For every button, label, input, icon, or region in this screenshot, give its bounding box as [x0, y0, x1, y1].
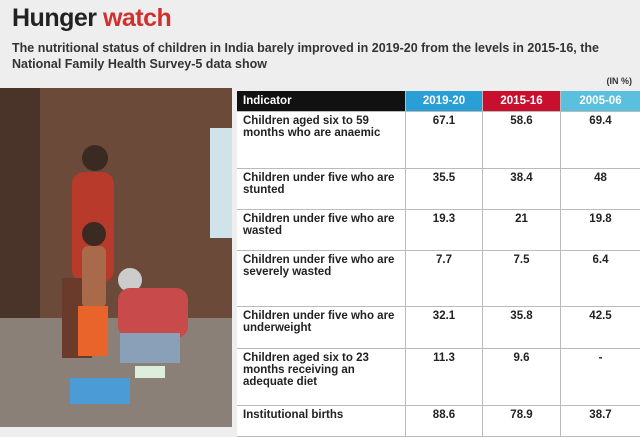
indicator-cell: Children aged six to 23 months receiving… [243, 352, 369, 388]
table-row: Children aged six to 59 months who are a… [237, 112, 640, 169]
table: Indicator 2019-20 2015-16 2005-06 Children a… [237, 91, 640, 437]
title-part: Hunger [12, 4, 97, 32]
column-header: 2005-06 [560, 91, 640, 111]
title: Hunger watch [12, 4, 172, 33]
indicator-cell: Children under five who are stunted [243, 172, 395, 196]
value-cell: 48 [560, 169, 640, 209]
indicator-cell: Children under five who are severely was… [243, 254, 395, 278]
title-part: watch [102, 4, 172, 32]
indicator-cell: Children aged six to 59 months who are a… [243, 115, 381, 139]
column-header: Indicator [237, 91, 405, 111]
value-cell: 38.7 [560, 406, 640, 436]
value-cell: 7.7 [405, 251, 482, 306]
column-header: 2015-16 [482, 91, 560, 111]
table-row: Children under five who are stunted 35.5 3… [237, 169, 640, 210]
column-header: 2019-20 [405, 91, 482, 111]
indicator-cell: Children under five who are underweight [243, 310, 395, 334]
value-cell: 32.1 [405, 307, 482, 348]
page: Hunger watch The nutritional status of c… [0, 4, 640, 437]
table-row: Children under five who are severely was… [237, 251, 640, 307]
value-cell: 69.4 [560, 112, 640, 168]
value-cell: 9.6 [482, 349, 560, 405]
header-row: Indicator 2019-20 2015-16 2005-06 [237, 91, 640, 112]
indicator-cell: Institutional births [243, 409, 344, 421]
value-cell: 42.5 [560, 307, 640, 348]
value-cell: 38.4 [482, 169, 560, 209]
table-row: Institutional births 88.6 78.9 38.7 [237, 406, 640, 437]
value-cell: 35.5 [405, 169, 482, 209]
value-cell: 11.3 [405, 349, 482, 405]
value-cell: 7.5 [482, 251, 560, 306]
table-row: Children under five who are wasted 19.3 21… [237, 210, 640, 251]
value-cell: 19.8 [560, 210, 640, 250]
value-cell: 88.6 [405, 406, 482, 436]
value-cell: 19.3 [405, 210, 482, 250]
value-cell: 58.6 [482, 112, 560, 168]
photo [0, 88, 232, 427]
value-cell: 78.9 [482, 406, 560, 436]
subtitle: The nutritional status of children in In… [12, 41, 599, 71]
value-cell: 21 [482, 210, 560, 250]
value-cell: 6.4 [560, 251, 640, 306]
unit-note: (IN %) [606, 76, 633, 86]
table-row: Children aged six to 23 months receiving… [237, 349, 640, 406]
value-cell: 35.8 [482, 307, 560, 348]
value-cell: - [560, 349, 640, 405]
table-row: Children under five who are underweight 3… [237, 307, 640, 349]
indicator-cell: Children under five who are wasted [243, 213, 395, 237]
value-cell: 67.1 [405, 112, 482, 168]
